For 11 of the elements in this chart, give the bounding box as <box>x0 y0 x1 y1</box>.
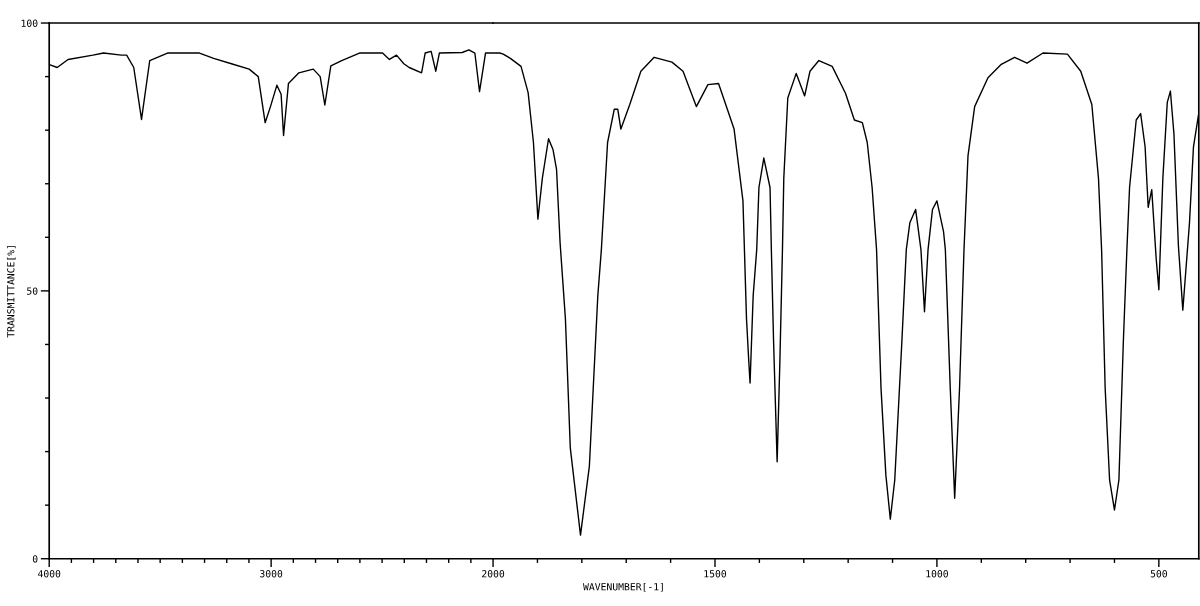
y-tick-label: 0 <box>32 555 38 563</box>
y-tick-label: 50 <box>27 287 38 295</box>
x-axis-title: WAVENUMBER[-1] <box>583 582 663 592</box>
x-tick-label: 2000 <box>482 570 505 578</box>
x-tick-label: 4000 <box>37 570 61 578</box>
y-tick-label: 100 <box>21 19 38 27</box>
y-axis-title: TRANSMITTANCE[%] <box>6 246 16 338</box>
x-tick-label: 1500 <box>704 570 727 578</box>
x-tick-label: 3000 <box>260 570 283 578</box>
x-tick-label: 1000 <box>926 570 948 578</box>
x-tick-label: 500 <box>1150 570 1167 578</box>
